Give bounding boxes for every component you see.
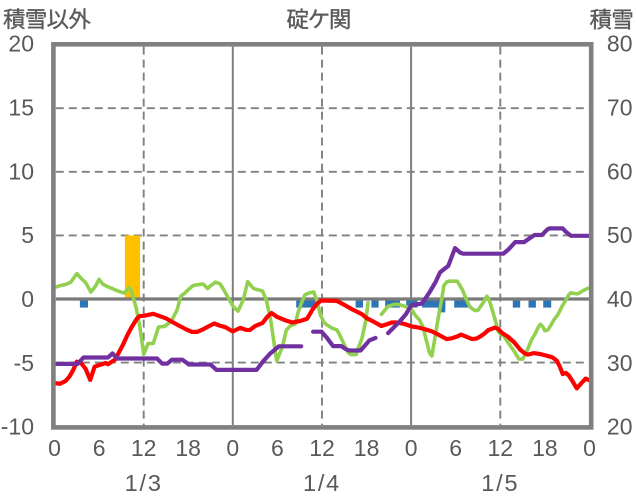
svg-text:12: 12 xyxy=(131,435,157,461)
svg-text:-10: -10 xyxy=(1,414,34,440)
svg-text:12: 12 xyxy=(488,435,514,461)
svg-text:6: 6 xyxy=(93,435,106,461)
svg-text:15: 15 xyxy=(8,94,34,120)
svg-text:6: 6 xyxy=(449,435,462,461)
svg-text:80: 80 xyxy=(607,31,633,57)
svg-text:60: 60 xyxy=(607,158,633,184)
svg-text:18: 18 xyxy=(532,435,558,461)
svg-text:12: 12 xyxy=(309,435,335,461)
svg-text:0: 0 xyxy=(48,435,61,461)
svg-text:30: 30 xyxy=(607,350,633,376)
svg-text:20: 20 xyxy=(607,414,633,440)
svg-text:0: 0 xyxy=(583,435,596,461)
svg-text:6: 6 xyxy=(271,435,284,461)
svg-text:18: 18 xyxy=(175,435,201,461)
svg-text:-5: -5 xyxy=(14,350,34,376)
svg-text:70: 70 xyxy=(607,94,633,120)
svg-text:5: 5 xyxy=(21,222,34,248)
svg-text:0: 0 xyxy=(226,435,239,461)
svg-text:0: 0 xyxy=(21,286,34,312)
svg-text:1/3: 1/3 xyxy=(125,470,163,496)
svg-text:20: 20 xyxy=(8,31,34,57)
svg-text:1/4: 1/4 xyxy=(303,470,341,496)
svg-text:1/5: 1/5 xyxy=(481,470,519,496)
svg-text:50: 50 xyxy=(607,222,633,248)
svg-text:10: 10 xyxy=(8,158,34,184)
svg-text:0: 0 xyxy=(405,435,418,461)
svg-text:40: 40 xyxy=(607,286,633,312)
svg-text:18: 18 xyxy=(354,435,380,461)
